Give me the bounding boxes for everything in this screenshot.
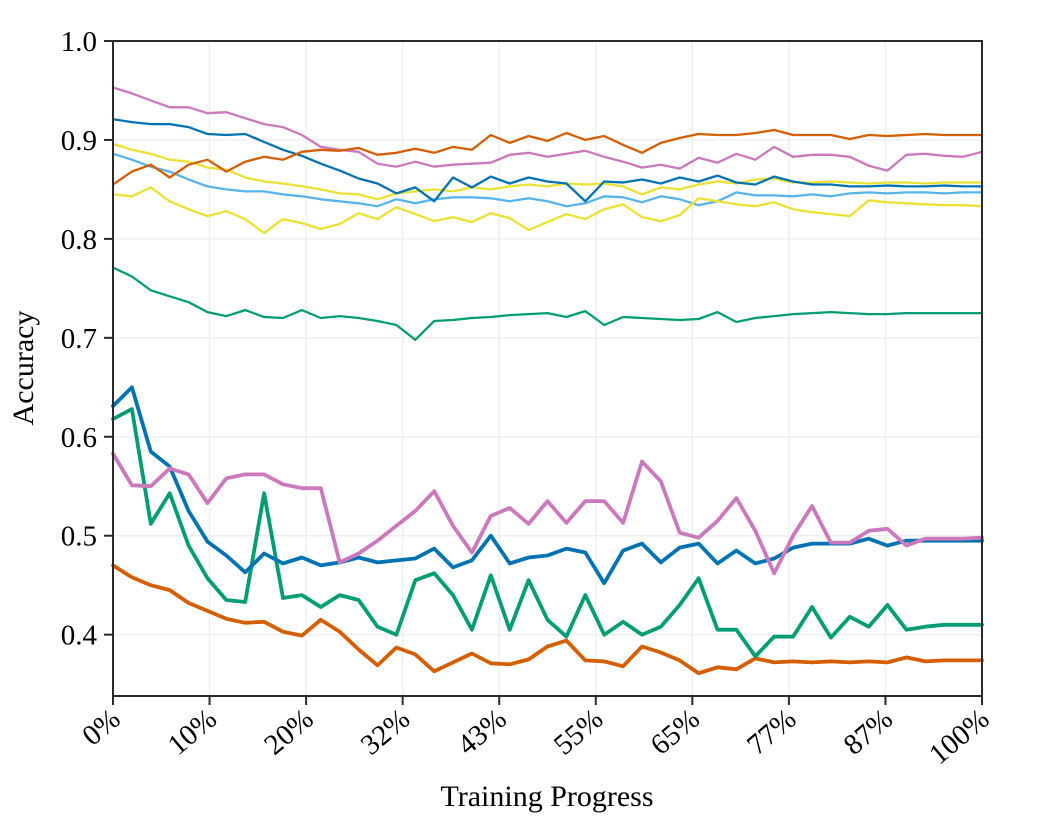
plot-border [112, 40, 983, 697]
series-line-vermillion-bottom [111, 563, 984, 676]
x-tick-label: 77% [741, 703, 802, 762]
x-axis-label: Training Progress [440, 780, 653, 813]
series-line-green-mid [111, 266, 984, 341]
series-line-sky-blue-top [111, 152, 984, 208]
y-tick-label: 0.5 [61, 521, 97, 553]
plot-series [111, 86, 984, 676]
x-tick-label: 32% [355, 703, 416, 762]
x-tick-label: 87% [838, 703, 899, 762]
x-tick-label: 100% [923, 703, 995, 771]
x-tick-labels: 0% 10% 20% 32% 43% 55% 65% 77% 87% 100% [76, 703, 995, 771]
y-tick-label: 0.9 [61, 125, 97, 157]
series-line-green-bottom [111, 407, 984, 659]
y-tick-label: 0.4 [61, 620, 98, 652]
y-tick-label: 0.7 [61, 323, 97, 355]
series-line-blue-top [111, 118, 984, 203]
x-tick-label: 10% [162, 703, 223, 762]
y-axis-label: Accuracy [7, 311, 40, 426]
series-line-pink-top [111, 86, 984, 172]
x-tick-label: 20% [258, 703, 319, 762]
series-line-blue-bottom [111, 385, 984, 586]
y-tick-labels: 0.4 0.5 0.6 0.7 0.8 0.9 1.0 [61, 26, 98, 652]
series-line-yellow-lower-band [111, 186, 984, 235]
y-tick-label: 0.6 [61, 422, 97, 454]
x-tick-label: 43% [451, 703, 512, 762]
series-line-yellow-top [111, 142, 984, 201]
x-tick-label: 55% [548, 703, 609, 762]
y-tick-label: 0.8 [61, 224, 97, 256]
y-tick-label: 1.0 [61, 26, 97, 58]
series-line-vermillion-top [111, 128, 984, 186]
series-line-pink-bottom [111, 451, 984, 576]
axis-ticks [104, 40, 983, 705]
x-tick-label: 65% [645, 703, 706, 762]
x-tick-label: 0% [76, 703, 126, 752]
